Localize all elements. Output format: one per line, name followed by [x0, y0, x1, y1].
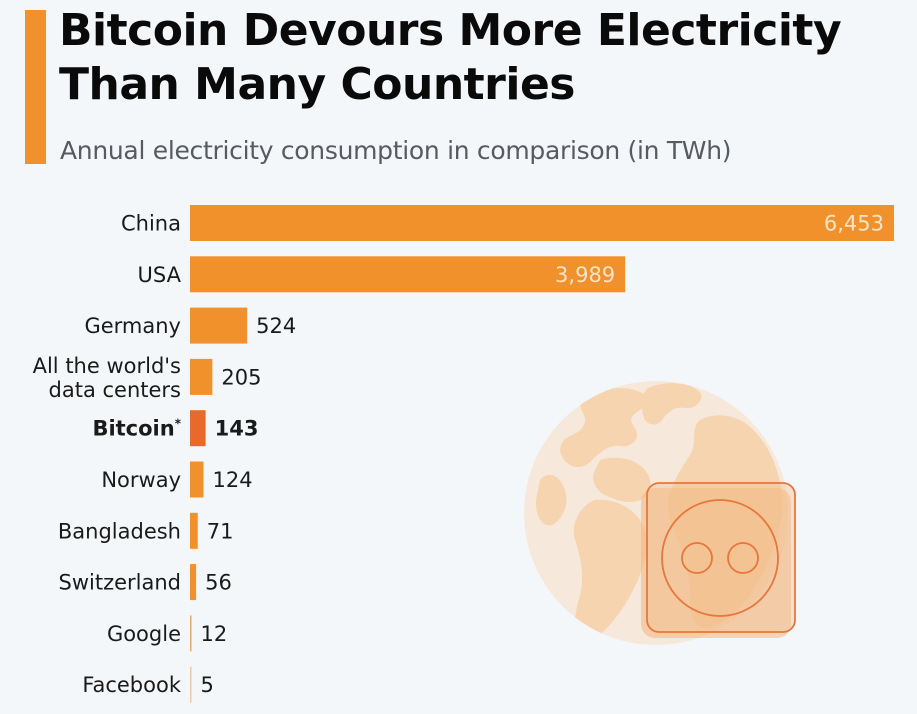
category-label: Google: [107, 622, 181, 646]
value-label: 3,989: [555, 263, 615, 287]
socket-shadow: [641, 488, 791, 638]
bar-1: [190, 256, 626, 293]
chart-title: Bitcoin Devours More Electricity Than Ma…: [59, 4, 842, 112]
bar-8: [190, 615, 192, 652]
socket-hole-right: [727, 542, 759, 574]
chart-subtitle: Annual electricity consumption in compar…: [60, 136, 732, 165]
title-accent-bar: [25, 10, 46, 164]
bar-4: [190, 410, 206, 447]
bar-9: [190, 666, 192, 703]
socket-ring: [661, 499, 779, 617]
value-label: 143: [215, 417, 259, 441]
bar-3: [190, 358, 213, 395]
bar-5: [190, 461, 204, 498]
title-line-1: Bitcoin Devours More Electricity: [59, 5, 842, 56]
category-label: Bitcoin*: [92, 417, 181, 441]
category-label: Germany: [84, 314, 181, 338]
category-label: USA: [138, 263, 182, 287]
value-label: 205: [221, 365, 261, 389]
bar-7: [190, 564, 197, 601]
value-label: 6,453: [824, 212, 884, 236]
category-label: All the world's data centers: [33, 354, 181, 402]
value-label: 5: [201, 673, 214, 697]
category-label: Bangladesh: [58, 519, 181, 543]
value-label: 56: [205, 571, 232, 595]
category-label: China: [121, 212, 181, 236]
socket-plate: [646, 482, 796, 633]
bar-6: [190, 512, 198, 549]
bar-0: [190, 205, 894, 241]
value-label: 12: [201, 622, 228, 646]
bar-2: [190, 307, 248, 344]
title-line-2: Than Many Countries: [59, 59, 576, 110]
category-label: Norway: [101, 468, 181, 492]
category-label: Facebook: [82, 673, 182, 697]
value-label: 71: [207, 519, 234, 543]
category-label: Switzerland: [59, 571, 182, 595]
value-label: 124: [213, 468, 253, 492]
power-socket-icon: [641, 482, 796, 638]
socket-hole-left: [681, 542, 713, 574]
value-label: 524: [256, 314, 296, 338]
